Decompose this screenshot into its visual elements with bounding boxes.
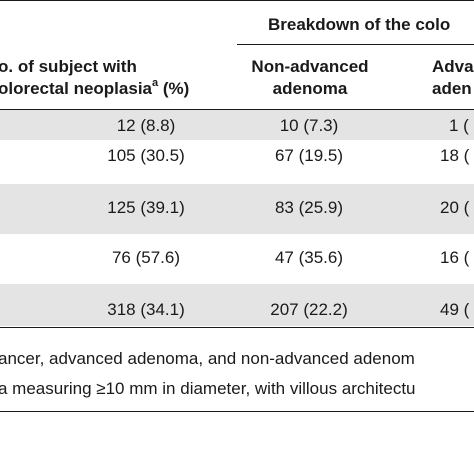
col-header-subjects-line1: o. of subject with — [0, 57, 137, 76]
table-cell: 12 (8.8) — [116, 116, 176, 135]
col-header-advanced-line1: Adva — [432, 57, 474, 76]
table-cell: 16 ( — [440, 248, 470, 267]
footnote-marker-a: a — [152, 77, 159, 90]
table-cell: 49 ( — [440, 300, 470, 319]
col-header-subjects-line2: olorectal neoplasiaa (%) — [0, 77, 190, 98]
footer-rule — [0, 411, 474, 412]
table-top-rule — [0, 0, 474, 1]
header-rule — [0, 109, 474, 110]
row-band-3 — [0, 184, 474, 234]
footnote-line: a measuring ≥10 mm in diameter, with vil… — [0, 379, 416, 398]
breakdown-rule — [237, 44, 474, 45]
table-cell: 207 (22.2) — [270, 300, 348, 319]
row-band-5 — [0, 284, 474, 326]
table-cell: 18 ( — [440, 146, 470, 165]
footnote-line: ancer, advanced adenoma, and non-advance… — [0, 349, 415, 368]
row-band-1 — [0, 110, 474, 140]
table-cell: 20 ( — [440, 198, 470, 217]
col-header-advanced-line2: aden — [432, 79, 472, 98]
table-cell: 10 (7.3) — [279, 116, 339, 135]
col-header-nonadvanced-line2: adenoma — [272, 79, 348, 98]
table-cell: 76 (57.6) — [111, 248, 181, 267]
table-cell: 83 (25.9) — [274, 198, 344, 217]
table-cell: 105 (30.5) — [107, 146, 185, 165]
table-bottom-rule — [0, 327, 474, 328]
breakdown-header: Breakdown of the colo — [268, 15, 451, 34]
table-cell: 318 (34.1) — [107, 300, 185, 319]
col-header-nonadvanced-line1: Non-advanced — [251, 57, 369, 76]
table-cell: 47 (35.6) — [274, 248, 344, 267]
table-cell: 125 (39.1) — [107, 198, 185, 217]
table-cell: 1 ( — [449, 116, 469, 135]
table-cell: 67 (19.5) — [274, 146, 344, 165]
